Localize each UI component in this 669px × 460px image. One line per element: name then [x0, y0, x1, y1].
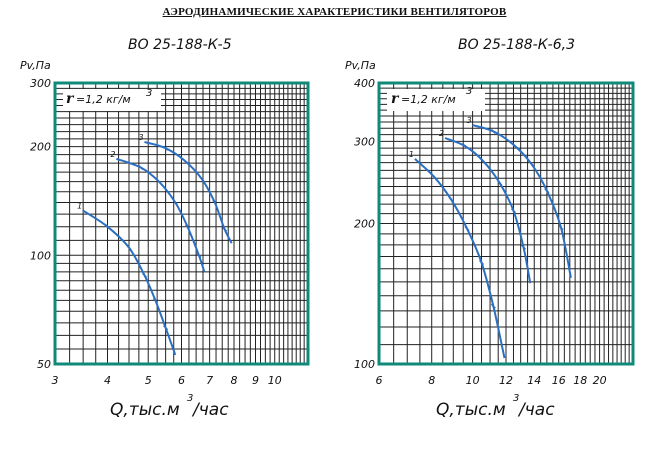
x-tick-label: 14 — [527, 374, 541, 387]
chart-1-density-sup: 3 — [146, 88, 152, 99]
y-tick-label: 200 — [30, 141, 51, 154]
page-title: АЭРОДИНАМИЧЕСКИЕ ХАРАКТЕРИСТИКИ ВЕНТИЛЯТ… — [162, 6, 507, 18]
series-point-2 — [520, 244, 526, 250]
x-tick-label: 8 — [428, 374, 435, 387]
y-tick-label: 100 — [354, 358, 375, 371]
series-label-3: 3 — [467, 116, 472, 125]
series-point-1 — [479, 259, 485, 266]
series-point-2 — [184, 224, 191, 230]
density-label-background — [63, 89, 161, 111]
chart-2-x-axis-label: Q,тыс.м — [436, 400, 506, 420]
series-point-1 — [142, 272, 148, 278]
series-point-3 — [163, 145, 169, 151]
chart-2-x-axis-sup: 3 — [513, 393, 519, 404]
x-tick-label: 18 — [573, 374, 587, 387]
x-tick-label: 8 — [231, 374, 238, 387]
x-tick-label: 4 — [104, 374, 111, 387]
series-point-2 — [510, 208, 517, 214]
series-point-2 — [196, 252, 202, 258]
series-point-3 — [510, 142, 517, 148]
series-label-1: 1 — [77, 202, 82, 211]
x-tick-label: 5 — [145, 374, 152, 387]
series-point-2 — [172, 199, 178, 206]
x-tick-label: 6 — [178, 374, 185, 387]
series-label-2: 2 — [110, 150, 115, 159]
x-tick-label: 9 — [252, 374, 259, 387]
series-point-1 — [431, 174, 437, 180]
series-point-1 — [152, 297, 158, 303]
chart-2-x-axis-suffix: /час — [517, 400, 555, 420]
x-tick-label: 12 — [499, 374, 513, 387]
series-point-3 — [212, 199, 218, 206]
y-tick-label: 50 — [37, 358, 51, 371]
chart-2-density-symbol: r — [391, 91, 400, 107]
series-point-3 — [529, 161, 535, 167]
series-point-1 — [490, 303, 496, 309]
x-tick-label: 10 — [466, 374, 480, 387]
chart-2-density-sup: 3 — [466, 86, 472, 97]
chart-1-tick-labels: 3 4 5 6 7 8 9 10 300 200 100 50 — [30, 77, 282, 387]
series-line-1 — [414, 158, 506, 359]
chart-2-grid — [377, 81, 635, 366]
plot-frame — [377, 81, 635, 366]
chart-1-grid — [53, 81, 310, 366]
chart-2: ВО 25-188-К-6,3 Pv,Па 123 6 8 10 12 14 16 18 20… — [345, 37, 635, 420]
chart-1: ВО 25-188-К-5 Pv,Па 1 2 3 3 4 5 6 7 8 9 10 300 200 1… — [20, 37, 310, 420]
series-point-1 — [126, 245, 132, 251]
x-tick-label: 10 — [268, 374, 282, 387]
series-point-3 — [558, 225, 564, 231]
series-point-2 — [156, 179, 162, 185]
y-tick-label: 400 — [354, 77, 375, 90]
x-tick-label: 3 — [52, 374, 59, 387]
series-point-2 — [138, 165, 144, 171]
chart-1-series: 1 2 3 — [77, 133, 233, 356]
y-tick-label: 300 — [354, 135, 375, 148]
series-point-1 — [104, 224, 111, 230]
chart-1-density-symbol: r — [66, 91, 75, 107]
y-tick-label: 200 — [354, 218, 375, 231]
series-point-2 — [480, 158, 486, 164]
series-label-1: 1 — [409, 150, 414, 159]
chart-2-title: ВО 25-188-К-6,3 — [458, 37, 575, 53]
series-point-2 — [462, 143, 468, 149]
chart-1-x-axis-suffix: /час — [191, 400, 229, 420]
x-tick-label: 16 — [552, 374, 566, 387]
x-tick-label: 6 — [376, 374, 383, 387]
series-point-3 — [544, 188, 550, 194]
density-label-background — [387, 89, 485, 111]
y-tick-label: 300 — [30, 77, 51, 90]
chart-1-x-axis-label: Q,тыс.м — [110, 400, 180, 420]
y-tick-label: 100 — [30, 249, 51, 262]
chart-1-y-axis-label: Pv,Па — [20, 59, 51, 72]
series-point-3 — [199, 176, 205, 182]
series-point-2 — [497, 180, 503, 186]
series-point-1 — [448, 197, 454, 203]
series-point-3 — [181, 157, 188, 164]
series-label-2: 2 — [439, 129, 444, 138]
chart-2-y-axis-label: Pv,Па — [345, 59, 376, 72]
series-label-3: 3 — [139, 133, 144, 142]
series-point-3 — [222, 226, 228, 232]
chart-1-x-axis-sup: 3 — [187, 393, 193, 404]
x-tick-label: 7 — [206, 374, 213, 387]
plot-frame — [53, 81, 310, 366]
series-point-1 — [163, 325, 169, 331]
x-tick-label: 20 — [593, 374, 607, 387]
chart-1-density-label: =1,2 кг/м — [76, 93, 131, 106]
series-point-1 — [464, 226, 470, 232]
chart-2-density-label: =1,2 кг/м — [401, 93, 456, 106]
series-point-3 — [490, 128, 496, 134]
chart-1-title: ВО 25-188-К-5 — [128, 37, 232, 53]
chart-2-series: 1 2 3 — [409, 116, 572, 359]
